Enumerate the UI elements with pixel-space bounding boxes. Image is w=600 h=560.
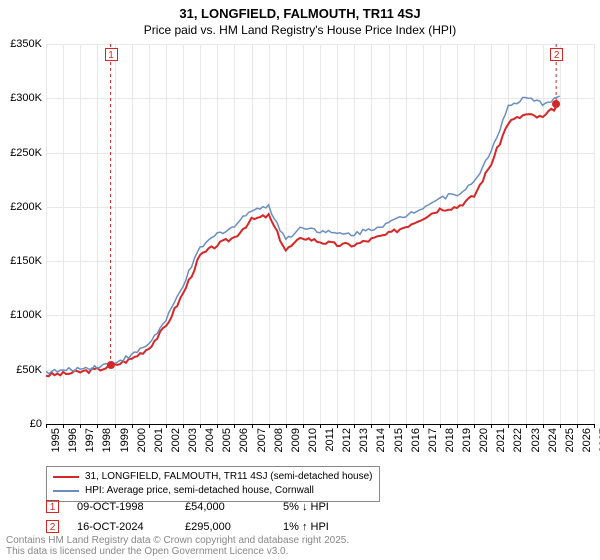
legend-swatch-hpi	[53, 490, 79, 492]
legend-label-price: 31, LONGFIELD, FALMOUTH, TR11 4SJ (semi-…	[85, 470, 373, 484]
annotation-row-2: 2 16-OCT-2024 £295,000 1% ↑ HPI	[46, 520, 329, 533]
x-tick-label: 1996	[67, 428, 79, 462]
x-tick-label: 2012	[341, 428, 353, 462]
chart-container: 31, LONGFIELD, FALMOUTH, TR11 4SJ Price …	[0, 0, 600, 560]
y-tick-label: £250K	[0, 147, 42, 159]
x-tick-label: 2001	[153, 428, 165, 462]
x-tick-label: 2008	[273, 428, 285, 462]
x-tick-label: 1997	[84, 428, 96, 462]
annotation-date-1: 09-OCT-1998	[77, 501, 167, 513]
x-tick-label: 1998	[101, 428, 113, 462]
x-tick-label: 2000	[136, 428, 148, 462]
x-tick-label: 2014	[375, 428, 387, 462]
annotation-delta-1: 5% ↓ HPI	[283, 501, 329, 513]
legend-row-hpi: HPI: Average price, semi-detached house,…	[53, 484, 373, 498]
series-hpi	[46, 96, 560, 374]
attribution: Contains HM Land Registry data © Crown c…	[6, 535, 349, 557]
chart-title-subtitle: Price paid vs. HM Land Registry's House …	[0, 23, 600, 37]
marker-box-1: 1	[105, 48, 118, 61]
attribution-line2: This data is licensed under the Open Gov…	[6, 546, 349, 557]
x-tick-label: 2022	[512, 428, 524, 462]
x-tick-label: 2016	[410, 428, 422, 462]
x-tick-label: 2007	[256, 428, 268, 462]
legend-label-hpi: HPI: Average price, semi-detached house,…	[85, 484, 314, 498]
x-tick-label: 2015	[393, 428, 405, 462]
attribution-line1: Contains HM Land Registry data © Crown c…	[6, 535, 349, 546]
x-tick-label: 2003	[187, 428, 199, 462]
x-tick-label: 2010	[307, 428, 319, 462]
x-tick-label: 2021	[495, 428, 507, 462]
x-tick-label: 2011	[324, 428, 336, 462]
chart-lines	[46, 44, 594, 424]
marker-box-2: 2	[550, 48, 563, 61]
annotation-price-1: £54,000	[185, 501, 265, 513]
x-tick-label: 2020	[478, 428, 490, 462]
x-tick-label: 2024	[547, 428, 559, 462]
annotation-row-1: 1 09-OCT-1998 £54,000 5% ↓ HPI	[46, 500, 329, 513]
chart-title-address: 31, LONGFIELD, FALMOUTH, TR11 4SJ	[0, 0, 600, 21]
x-tick-label: 2004	[204, 428, 216, 462]
annotation-marker-1: 1	[46, 500, 59, 513]
marker-dot-2	[552, 100, 560, 108]
x-tick-label: 2005	[221, 428, 233, 462]
annotation-price-2: £295,000	[185, 521, 265, 533]
x-tick-label: 1999	[119, 428, 131, 462]
marker-dot-1	[107, 361, 115, 369]
series-price_paid	[46, 104, 560, 377]
x-tick-label: 2019	[461, 428, 473, 462]
legend: 31, LONGFIELD, FALMOUTH, TR11 4SJ (semi-…	[46, 466, 380, 502]
y-tick-label: £50K	[0, 364, 42, 376]
annotation-delta-2: 1% ↑ HPI	[283, 521, 329, 533]
legend-swatch-price	[53, 476, 79, 478]
y-tick-label: £100K	[0, 309, 42, 321]
legend-row-price: 31, LONGFIELD, FALMOUTH, TR11 4SJ (semi-…	[53, 470, 373, 484]
y-tick-label: £200K	[0, 201, 42, 213]
annotation-marker-2: 2	[46, 520, 59, 533]
y-tick-label: £300K	[0, 92, 42, 104]
x-tick-label: 2023	[530, 428, 542, 462]
x-tick-label: 2013	[358, 428, 370, 462]
x-tick-label: 2018	[444, 428, 456, 462]
x-tick-label: 2002	[170, 428, 182, 462]
x-tick-label: 2025	[564, 428, 576, 462]
y-tick-label: £350K	[0, 38, 42, 50]
x-tick-label: 2017	[427, 428, 439, 462]
x-tick-label: 1995	[50, 428, 62, 462]
annotation-date-2: 16-OCT-2024	[77, 521, 167, 533]
y-tick-label: £0	[0, 418, 42, 430]
x-tick-label: 2006	[238, 428, 250, 462]
y-tick-label: £150K	[0, 255, 42, 267]
x-tick-label: 2009	[290, 428, 302, 462]
x-tick-label: 2026	[581, 428, 593, 462]
